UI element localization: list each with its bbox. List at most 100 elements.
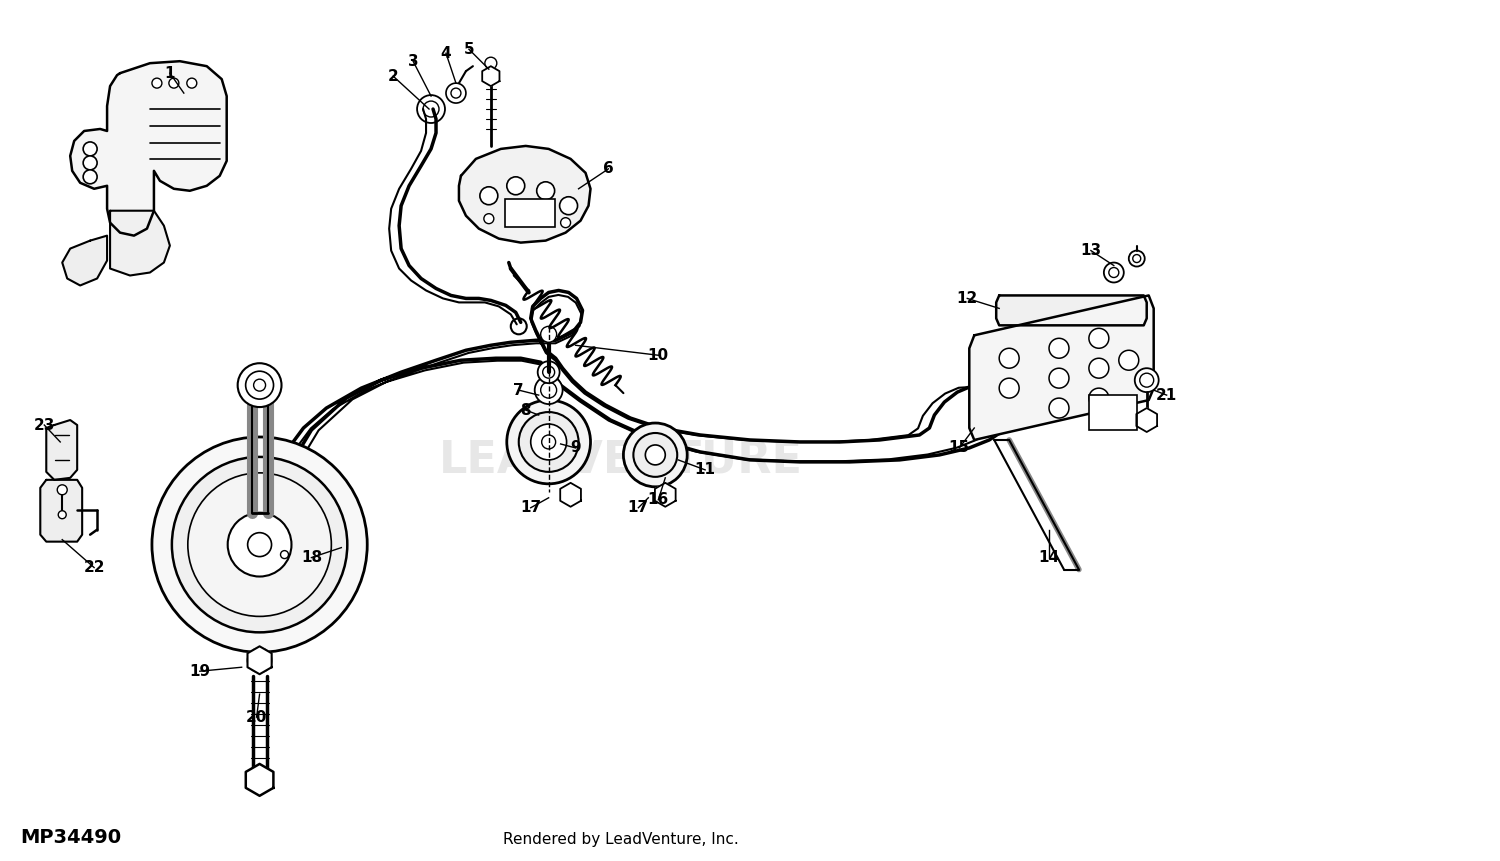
Text: 1: 1	[165, 65, 176, 81]
Circle shape	[1089, 328, 1108, 348]
Circle shape	[82, 170, 98, 183]
Circle shape	[540, 382, 556, 398]
Text: LEADVENTURE: LEADVENTURE	[438, 438, 802, 481]
Circle shape	[507, 177, 525, 195]
Circle shape	[1089, 388, 1108, 408]
Circle shape	[531, 424, 567, 460]
Circle shape	[237, 363, 282, 407]
Polygon shape	[969, 295, 1154, 440]
Text: MP34490: MP34490	[21, 827, 122, 846]
Circle shape	[1140, 373, 1154, 387]
Text: 19: 19	[189, 664, 210, 678]
Polygon shape	[560, 483, 580, 507]
Polygon shape	[246, 764, 273, 796]
Circle shape	[537, 362, 560, 383]
Circle shape	[254, 379, 266, 391]
Text: 4: 4	[441, 46, 452, 61]
Text: 18: 18	[302, 550, 322, 565]
Circle shape	[1104, 263, 1124, 282]
Circle shape	[188, 473, 332, 616]
Circle shape	[1048, 338, 1070, 358]
Polygon shape	[482, 66, 500, 86]
Circle shape	[188, 78, 196, 88]
Text: 21: 21	[1156, 387, 1178, 403]
Circle shape	[1132, 255, 1140, 263]
Circle shape	[542, 435, 555, 449]
Circle shape	[170, 78, 178, 88]
Text: 2: 2	[388, 69, 399, 84]
Circle shape	[519, 412, 579, 472]
Text: 5: 5	[464, 41, 474, 57]
Circle shape	[534, 376, 562, 404]
Circle shape	[1048, 398, 1070, 418]
Circle shape	[248, 533, 272, 556]
Text: 16: 16	[648, 492, 669, 507]
Circle shape	[1108, 268, 1119, 277]
Polygon shape	[62, 236, 106, 286]
Circle shape	[560, 197, 578, 214]
Text: 14: 14	[1038, 550, 1059, 565]
Text: 8: 8	[520, 403, 531, 418]
Circle shape	[624, 423, 687, 486]
Circle shape	[537, 182, 555, 200]
Circle shape	[172, 457, 348, 632]
Polygon shape	[40, 480, 82, 542]
Circle shape	[1048, 369, 1070, 388]
Text: 22: 22	[84, 560, 105, 575]
Polygon shape	[70, 61, 226, 236]
Circle shape	[152, 437, 368, 653]
Circle shape	[484, 214, 494, 224]
Circle shape	[540, 326, 556, 343]
Polygon shape	[46, 420, 76, 480]
Circle shape	[1119, 350, 1138, 370]
Polygon shape	[996, 295, 1146, 325]
Circle shape	[423, 101, 439, 117]
Circle shape	[999, 378, 1018, 398]
Circle shape	[57, 485, 68, 495]
Circle shape	[82, 156, 98, 170]
Text: 6: 6	[603, 161, 613, 177]
Circle shape	[152, 78, 162, 88]
Circle shape	[280, 551, 288, 559]
Circle shape	[1136, 369, 1158, 392]
Text: 13: 13	[1080, 243, 1101, 258]
Circle shape	[248, 648, 272, 672]
Circle shape	[82, 142, 98, 156]
Circle shape	[543, 366, 555, 378]
Circle shape	[446, 84, 466, 103]
Circle shape	[58, 511, 66, 518]
Text: 10: 10	[648, 348, 669, 362]
Text: 17: 17	[628, 500, 650, 515]
Circle shape	[246, 371, 273, 400]
Text: 12: 12	[957, 291, 978, 306]
Text: 11: 11	[694, 462, 715, 477]
Text: Rendered by LeadVenture, Inc.: Rendered by LeadVenture, Inc.	[503, 832, 738, 846]
Circle shape	[512, 319, 526, 334]
Circle shape	[633, 433, 676, 477]
Text: 17: 17	[520, 500, 542, 515]
Text: 23: 23	[33, 418, 56, 432]
Circle shape	[507, 400, 591, 484]
Circle shape	[561, 218, 570, 227]
Polygon shape	[248, 647, 272, 674]
Text: 20: 20	[246, 709, 267, 725]
Circle shape	[417, 95, 446, 123]
Circle shape	[452, 88, 460, 98]
Polygon shape	[1137, 408, 1156, 432]
Text: 15: 15	[950, 441, 970, 455]
Circle shape	[480, 187, 498, 205]
Circle shape	[484, 57, 496, 69]
Polygon shape	[110, 211, 170, 276]
Text: 7: 7	[513, 382, 523, 398]
Circle shape	[1089, 358, 1108, 378]
Circle shape	[999, 348, 1018, 369]
Circle shape	[1130, 251, 1144, 267]
FancyBboxPatch shape	[506, 199, 555, 226]
Polygon shape	[656, 483, 675, 507]
Text: 3: 3	[408, 53, 419, 69]
Polygon shape	[459, 146, 591, 243]
Circle shape	[228, 513, 291, 577]
Text: 9: 9	[570, 441, 580, 455]
Circle shape	[645, 445, 666, 465]
FancyBboxPatch shape	[1089, 395, 1137, 430]
